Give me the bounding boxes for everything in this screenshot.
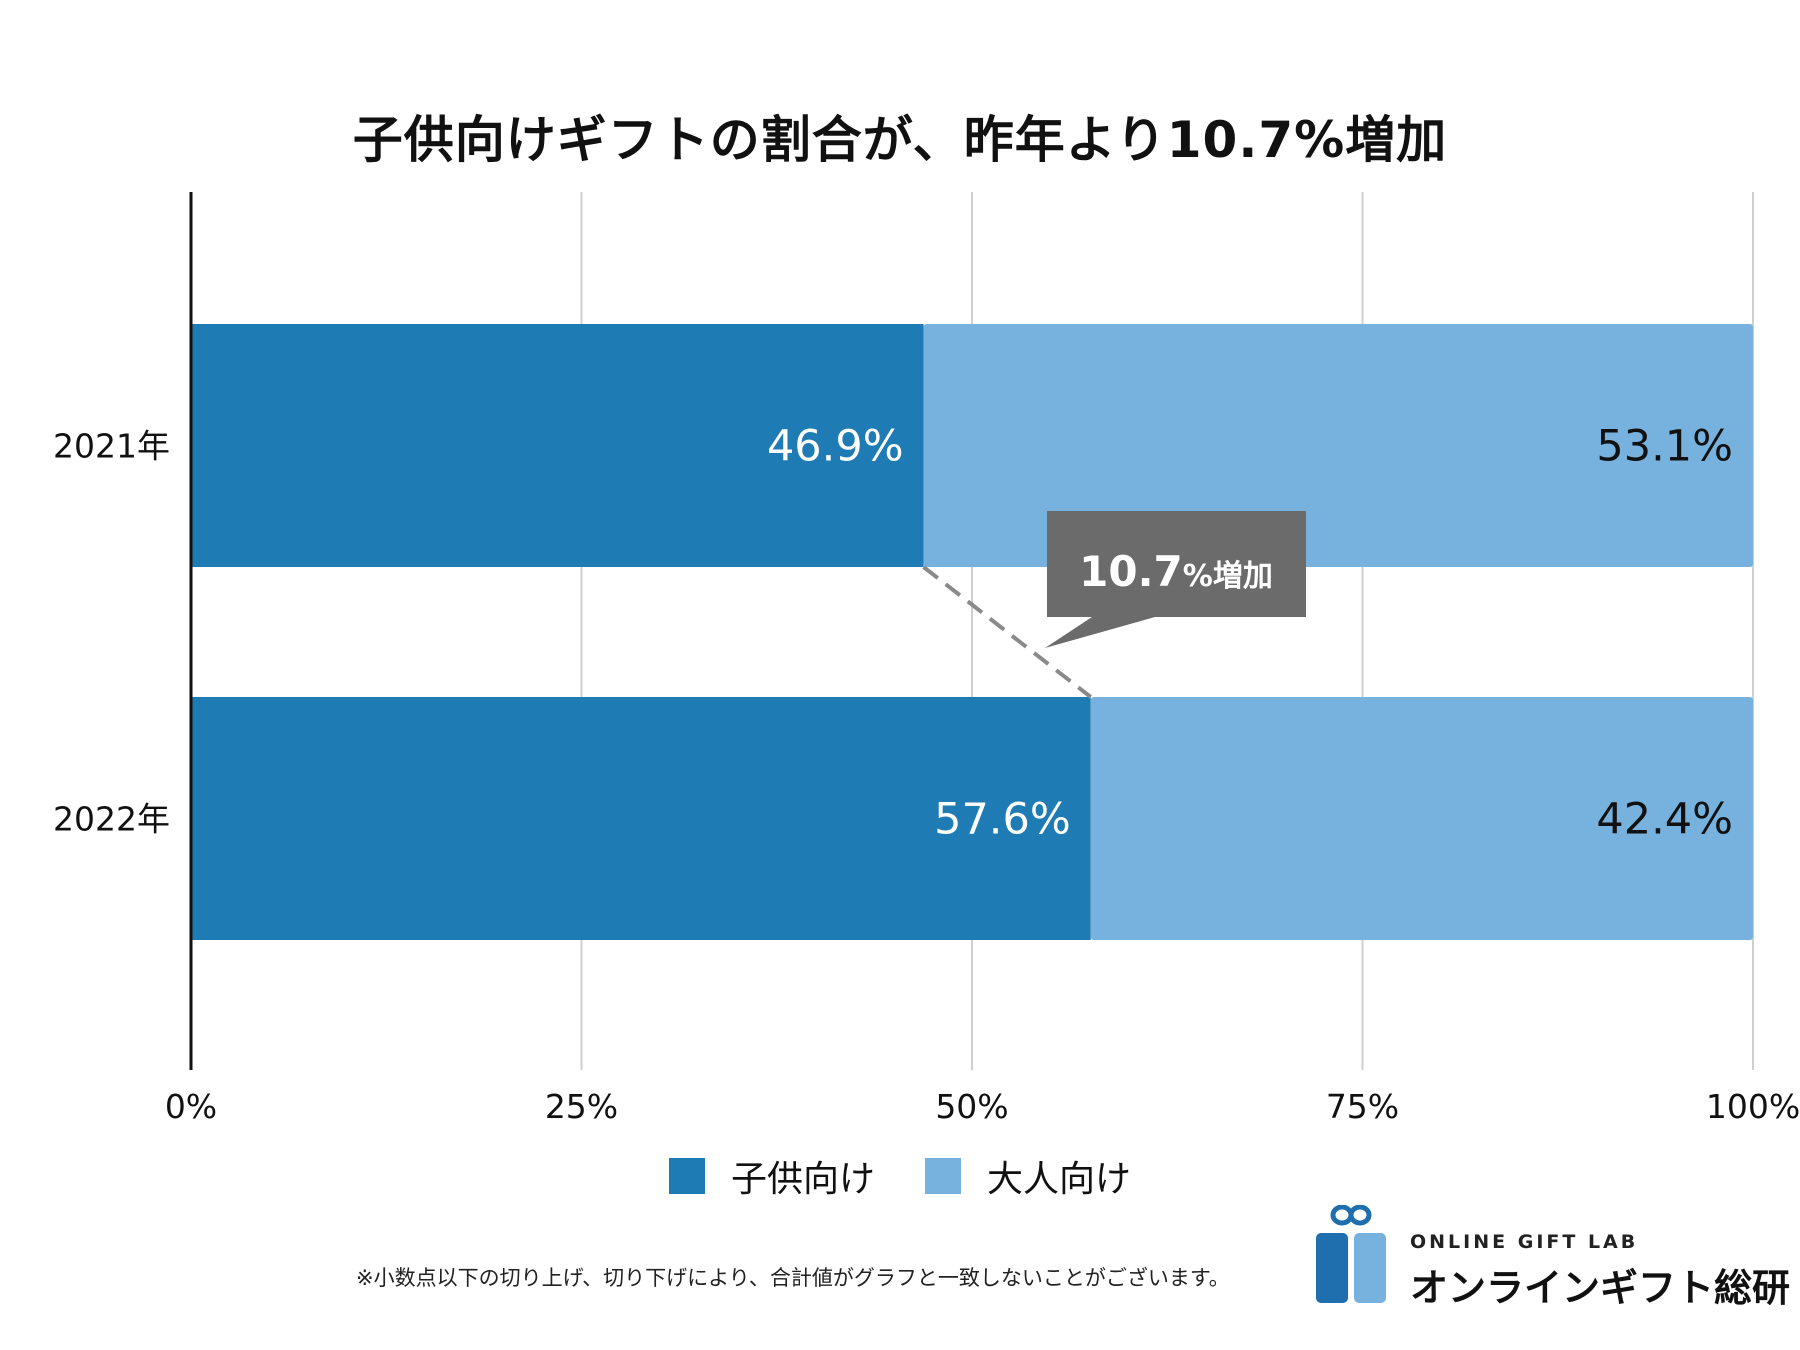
brand-name-en: ONLINE GIFT LAB	[1410, 1231, 1639, 1253]
x-tick-label: 75%	[1326, 1087, 1399, 1126]
footnote: ※小数点以下の切り上げ、切り下げにより、合計値がグラフと一致しないことがございま…	[356, 1266, 1230, 1290]
brand-logo: ONLINE GIFT LAB オンラインギフト総研	[1310, 1205, 1790, 1315]
legend-swatch-adults	[925, 1158, 961, 1194]
bar-value-label: 53.1%	[1596, 422, 1733, 472]
bar-segment	[923, 324, 1753, 567]
category-label: 2022年	[53, 800, 170, 839]
brand-name-ja: オンラインギフト総研	[1410, 1266, 1791, 1310]
legend-label-children: 子供向け	[730, 1159, 875, 1200]
x-tick-label: 25%	[545, 1087, 618, 1126]
gift-box-icon	[1316, 1205, 1386, 1303]
x-tick-label: 0%	[165, 1087, 217, 1126]
bar-segment	[1090, 697, 1753, 940]
bar-value-label: 42.4%	[1596, 795, 1733, 845]
legend-item-adults: 大人向け	[925, 1150, 1131, 1202]
chart-title: 子供向けギフトの割合が、昨年より10.7%増加	[352, 111, 1448, 169]
bar-value-label: 46.9%	[767, 422, 904, 472]
legend-label-adults: 大人向け	[987, 1159, 1132, 1200]
legend: 子供向け 大人向け	[0, 1150, 1800, 1202]
bar-segment	[191, 697, 1091, 940]
legend-swatch-children	[668, 1158, 705, 1194]
callout-text: 10.7%増加	[1079, 547, 1273, 596]
change-connector	[922, 565, 1092, 699]
bar-value-label: 57.6%	[934, 795, 1071, 845]
x-tick-label: 50%	[935, 1087, 1008, 1126]
labels: 0% 25% 50% 75% 100% 46.9% 53.1% 2021年 57.6% 42.4%…	[53, 422, 1800, 1127]
bars	[191, 324, 1753, 940]
x-tick-label: 100%	[1706, 1087, 1800, 1126]
legend-item-children: 子供向け	[668, 1150, 875, 1202]
category-label: 2021年	[53, 427, 170, 466]
connector-line	[922, 565, 1092, 699]
change-annotation: 10.7%増加	[1045, 511, 1306, 648]
callout-box	[1045, 511, 1306, 648]
bar-segment	[191, 324, 924, 567]
